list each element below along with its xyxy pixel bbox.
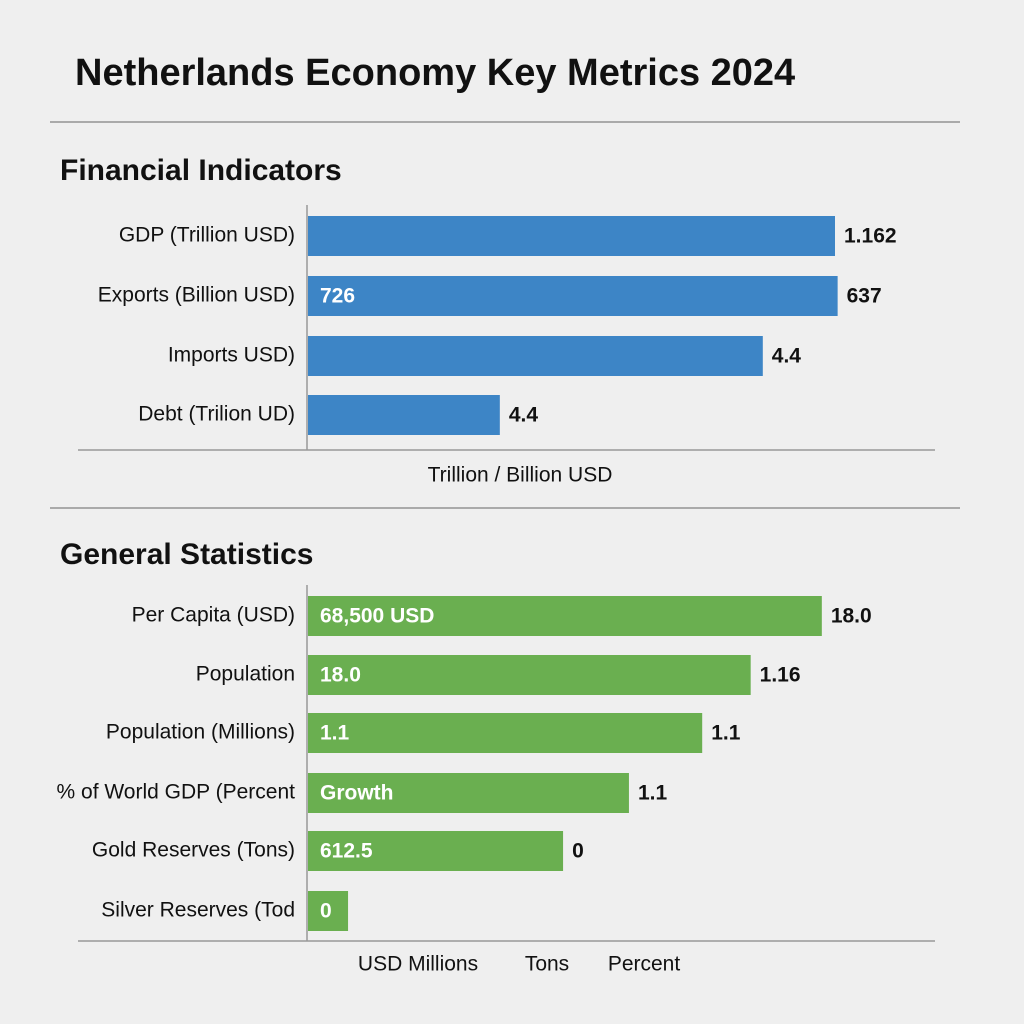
- bar: [308, 336, 763, 376]
- bar-value-label: 18.0: [831, 605, 872, 628]
- category-label: Gold Reserves (Tons): [92, 839, 295, 862]
- bar-value-label: 1.162: [844, 225, 897, 248]
- category-label: % of World GDP (Percent: [57, 781, 296, 804]
- bar-inner-label: 612.5: [320, 840, 373, 863]
- bar-inner-label: 68,500 USD: [320, 605, 434, 628]
- bar: [308, 713, 703, 753]
- bar-inner-label: 726: [320, 285, 355, 308]
- bar-inner-label: Growth: [320, 782, 394, 805]
- bar-inner-label: 18.0: [320, 664, 361, 687]
- bar: [308, 831, 564, 871]
- bar: [308, 596, 822, 636]
- bar-value-label: 1.16: [760, 664, 801, 687]
- bar: [308, 773, 629, 813]
- bar-value-label: 637: [847, 285, 882, 308]
- category-label: Population: [196, 663, 295, 686]
- bar-value-label: 4.4: [772, 345, 802, 368]
- bar: [308, 891, 349, 931]
- category-label: Imports USD): [168, 344, 295, 367]
- category-label: Population (Millions): [106, 721, 295, 744]
- bar: [308, 395, 500, 435]
- page-title: Netherlands Economy Key Metrics 2024: [75, 52, 795, 94]
- section-title: General Statistics: [60, 538, 313, 571]
- bar: [308, 655, 751, 695]
- bar: [308, 276, 838, 316]
- bar-value-label: 1.1: [711, 722, 741, 745]
- bar-inner-label: 1.1: [320, 722, 350, 745]
- section-title: Financial Indicators: [60, 154, 342, 187]
- category-label: Per Capita (USD): [132, 604, 295, 627]
- category-label: GDP (Trillion USD): [119, 224, 295, 247]
- category-label: Debt (Trilion UD): [138, 403, 295, 426]
- axis-label: Percent: [608, 953, 681, 976]
- bar-inner-label: 0: [320, 900, 332, 923]
- axis-label: Tons: [525, 953, 569, 976]
- category-label: Exports (Billion USD): [98, 284, 295, 307]
- axis-label: USD Millions: [358, 953, 478, 976]
- bar-value-label: 0: [572, 840, 584, 863]
- axis-label: Trillion / Billion USD: [428, 464, 613, 487]
- category-label: Silver Reserves (Tod: [101, 899, 295, 922]
- bar-value-label: 1.1: [638, 782, 668, 805]
- bar: [308, 216, 835, 256]
- bar-value-label: 4.4: [509, 404, 539, 427]
